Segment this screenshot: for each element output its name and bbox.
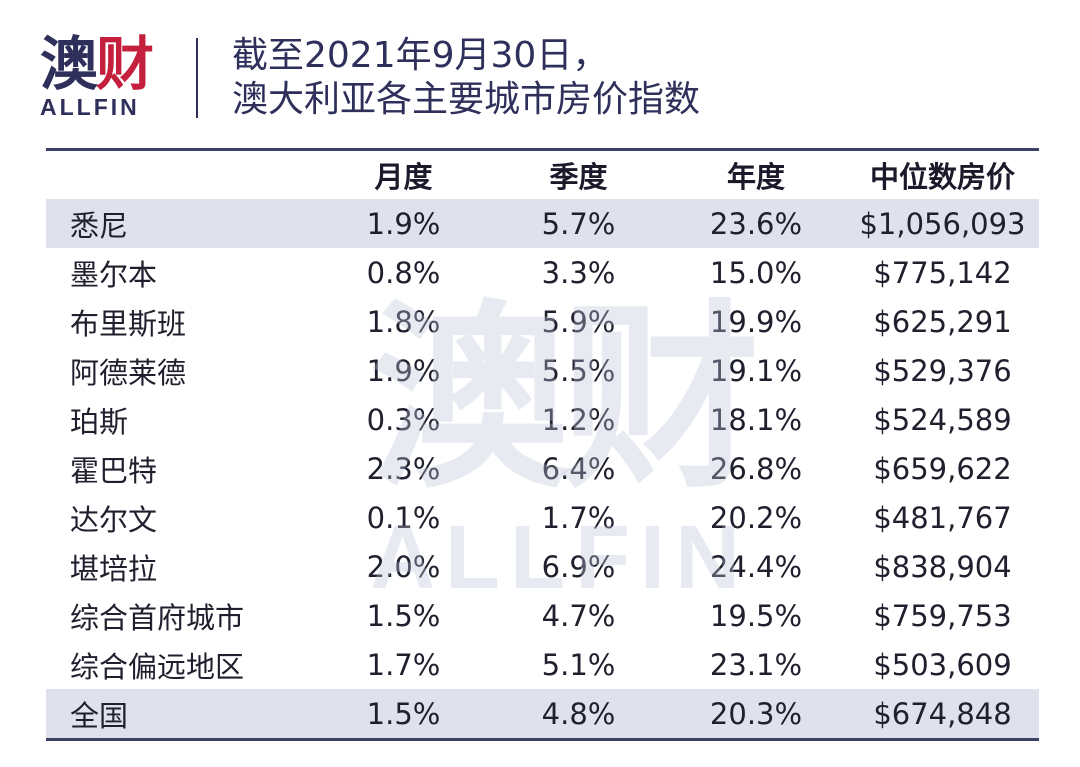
logo-char-2: 财 xyxy=(96,30,154,98)
column-header-annual: 年度 xyxy=(726,160,785,194)
table-row: 阿德莱德 1.9% 5.5% 19.1% $529,376 xyxy=(46,346,1039,395)
cell-city: 全国 xyxy=(46,689,316,738)
cell-monthly: 0.1% xyxy=(366,500,441,535)
cell-city: 霍巴特 xyxy=(70,453,158,488)
cell-quarterly: 5.5% xyxy=(541,353,616,388)
cell-city: 墨尔本 xyxy=(70,257,158,292)
cell-median-price: $524,589 xyxy=(873,402,1012,437)
table-body: 悉尼 1.9% 5.7% 23.6% $1,056,093 墨尔本 0.8% 3.3% 15.0… xyxy=(46,199,1039,738)
cell-annual: 23.6% xyxy=(666,199,846,248)
cell-quarterly: 5.1% xyxy=(541,647,616,682)
header-divider xyxy=(196,38,198,118)
cell-monthly: 0.3% xyxy=(366,402,441,437)
table-row: 珀斯 0.3% 1.2% 18.1% $524,589 xyxy=(46,395,1039,444)
cell-city: 阿德莱德 xyxy=(70,355,187,390)
page-title: 截至2021年9月30日， 澳大利亚各主要城市房价指数 xyxy=(232,34,700,122)
cell-median-price: $674,848 xyxy=(846,689,1039,738)
cell-annual: 19.9% xyxy=(709,304,803,339)
column-header-monthly: 月度 xyxy=(374,160,433,194)
cell-monthly: 1.9% xyxy=(316,199,491,248)
table-row: 霍巴特 2.3% 6.4% 26.8% $659,622 xyxy=(46,444,1039,493)
cell-monthly: 1.5% xyxy=(366,598,441,633)
cell-quarterly: 5.7% xyxy=(491,199,666,248)
cell-city: 布里斯班 xyxy=(70,306,187,341)
cell-quarterly: 4.7% xyxy=(541,598,616,633)
cell-quarterly: 3.3% xyxy=(541,255,616,290)
cell-monthly: 1.5% xyxy=(316,689,491,738)
cell-quarterly: 1.7% xyxy=(541,500,616,535)
cell-quarterly: 6.9% xyxy=(541,549,616,584)
cell-city: 悉尼 xyxy=(46,199,316,248)
logo-mark: 澳财 xyxy=(40,34,160,94)
allfin-logo: 澳财 ALLFIN xyxy=(40,34,160,121)
price-index-table: 月度 季度 年度 中位数房价 悉尼 1.9% 5.7% 23.6% $1,056,093… xyxy=(46,148,1039,741)
cell-median-price: $503,609 xyxy=(873,647,1012,682)
cell-city: 达尔文 xyxy=(70,502,158,537)
cell-annual: 18.1% xyxy=(709,402,803,437)
table-top-rule xyxy=(46,148,1039,151)
header-row: 月度 季度 年度 中位数房价 xyxy=(46,151,1039,199)
cell-annual: 15.0% xyxy=(709,255,803,290)
cell-monthly: 2.3% xyxy=(366,451,441,486)
data-table: 月度 季度 年度 中位数房价 悉尼 1.9% 5.7% 23.6% $1,056,093… xyxy=(46,151,1039,738)
table-row: 综合首府城市 1.5% 4.7% 19.5% $759,753 xyxy=(46,591,1039,640)
cell-quarterly: 4.8% xyxy=(491,689,666,738)
table-row: 墨尔本 0.8% 3.3% 15.0% $775,142 xyxy=(46,248,1039,297)
cell-median-price: $775,142 xyxy=(873,255,1012,290)
cell-monthly: 1.7% xyxy=(366,647,441,682)
logo-char-1: 澳 xyxy=(40,30,98,98)
title-line-1: 截至2021年9月30日， xyxy=(232,35,609,76)
table-row: 综合偏远地区 1.7% 5.1% 23.1% $503,609 xyxy=(46,640,1039,689)
cell-monthly: 1.9% xyxy=(366,353,441,388)
cell-annual: 19.1% xyxy=(709,353,803,388)
title-line-2: 澳大利亚各主要城市房价指数 xyxy=(232,79,701,120)
cell-annual: 19.5% xyxy=(709,598,803,633)
cell-quarterly: 5.9% xyxy=(541,304,616,339)
cell-quarterly: 6.4% xyxy=(541,451,616,486)
cell-annual: 26.8% xyxy=(709,451,803,486)
cell-quarterly: 1.2% xyxy=(541,402,616,437)
cell-city: 珀斯 xyxy=(70,404,129,439)
cell-monthly: 0.8% xyxy=(366,255,441,290)
table-row: 布里斯班 1.8% 5.9% 19.9% $625,291 xyxy=(46,297,1039,346)
cell-monthly: 1.8% xyxy=(366,304,441,339)
table-row: 达尔文 0.1% 1.7% 20.2% $481,767 xyxy=(46,493,1039,542)
cell-median-price: $759,753 xyxy=(873,598,1012,633)
cell-median-price: $1,056,093 xyxy=(846,199,1039,248)
cell-city: 堪培拉 xyxy=(70,551,158,586)
column-header-quarterly: 季度 xyxy=(549,160,608,194)
column-header-city xyxy=(46,151,316,199)
table-row: 堪培拉 2.0% 6.9% 24.4% $838,904 xyxy=(46,542,1039,591)
cell-median-price: $625,291 xyxy=(873,304,1012,339)
table-row: 全国 1.5% 4.8% 20.3% $674,848 xyxy=(46,689,1039,738)
table-row: 悉尼 1.9% 5.7% 23.6% $1,056,093 xyxy=(46,199,1039,248)
cell-annual: 20.2% xyxy=(709,500,803,535)
cell-city: 综合偏远地区 xyxy=(70,649,245,684)
cell-annual: 23.1% xyxy=(709,647,803,682)
logo-wordmark: ALLFIN xyxy=(40,94,140,120)
cell-annual: 20.3% xyxy=(666,689,846,738)
cell-monthly: 2.0% xyxy=(366,549,441,584)
cell-median-price: $529,376 xyxy=(873,353,1012,388)
cell-median-price: $838,904 xyxy=(873,549,1012,584)
column-header-median-price: 中位数房价 xyxy=(869,160,1015,194)
cell-city: 综合首府城市 xyxy=(70,600,245,635)
cell-median-price: $481,767 xyxy=(873,500,1012,535)
table-bottom-rule xyxy=(46,738,1039,741)
cell-median-price: $659,622 xyxy=(873,451,1012,486)
cell-annual: 24.4% xyxy=(709,549,803,584)
